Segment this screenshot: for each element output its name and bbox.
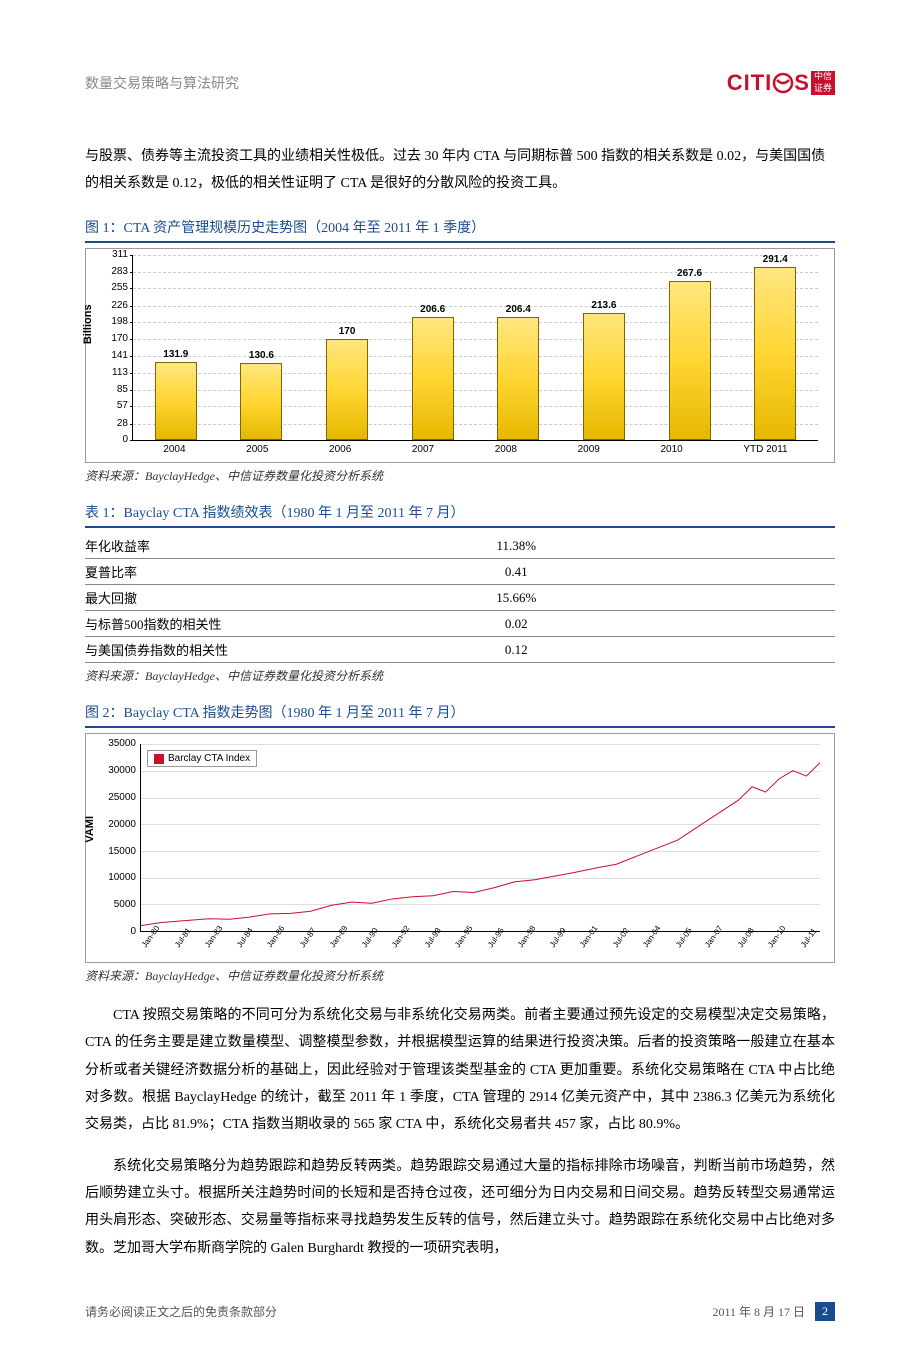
fig2-y-tick: 0 xyxy=(100,926,136,937)
bar-value-label: 130.6 xyxy=(249,350,274,361)
fig1-y-tick: 283 xyxy=(92,266,128,277)
table-row: 与美国债券指数的相关性0.12 xyxy=(85,637,835,663)
fig1-x-label: 2009 xyxy=(578,441,600,460)
fig1-y-tick: 141 xyxy=(92,350,128,361)
page-number: 2 xyxy=(815,1302,835,1321)
bar-value-label: 267.6 xyxy=(677,268,702,279)
page-header: 数量交易策略与算法研究 CITI S 中信证券 xyxy=(85,70,835,96)
table-cell-key: 年化收益率 xyxy=(85,533,423,559)
table-cell-value: 0.41 xyxy=(423,559,611,585)
fig1-y-tick: 85 xyxy=(92,384,128,395)
chart-bar xyxy=(497,317,539,440)
bar-column: 213.6 xyxy=(561,300,647,440)
chart-bar xyxy=(754,267,796,440)
bar-column: 291.4 xyxy=(732,254,818,440)
footer-date: 2011 年 8 月 17 日 xyxy=(712,1303,805,1320)
bar-value-label: 131.9 xyxy=(163,349,188,360)
chart-bar xyxy=(412,317,454,440)
company-logo: CITI S 中信证券 xyxy=(727,70,835,96)
table-cell-key: 最大回撤 xyxy=(85,585,423,611)
fig1-y-tick: 0 xyxy=(92,434,128,445)
bar-column: 267.6 xyxy=(647,268,733,440)
bar-column: 130.6 xyxy=(219,350,305,441)
fig2-y-axis-label: VAMI xyxy=(84,816,96,843)
fig1-y-tick: 113 xyxy=(92,367,128,378)
bar-column: 206.4 xyxy=(476,304,562,440)
fig2-y-tick: 20000 xyxy=(100,819,136,830)
bar-column: 170 xyxy=(304,326,390,440)
bar-value-label: 206.4 xyxy=(506,304,531,315)
fig1-y-tick: 198 xyxy=(92,316,128,327)
fig1-x-label: YTD 2011 xyxy=(743,441,787,460)
figure-2-chart: VAMI 35000 30000 25000 20000 15000 10000 5000 0… xyxy=(85,733,835,963)
bar-column: 131.9 xyxy=(133,349,219,440)
figure-1-chart: Billions 3112832552261981701411138557280… xyxy=(85,248,835,463)
table-row: 最大回撤15.66% xyxy=(85,585,835,611)
fig2-y-tick: 10000 xyxy=(100,872,136,883)
fig1-x-label: 2005 xyxy=(246,441,268,460)
fig1-y-tick: 28 xyxy=(92,418,128,429)
table-1-title: 表 1：Bayclay CTA 指数绩效表（1980 年 1 月至 2011 年… xyxy=(85,502,835,528)
bar-value-label: 213.6 xyxy=(591,300,616,311)
table-cell-key: 与美国债券指数的相关性 xyxy=(85,637,423,663)
fig1-x-label: 2008 xyxy=(495,441,517,460)
fig2-y-tick: 25000 xyxy=(100,792,136,803)
table-cell-value: 15.66% xyxy=(423,585,611,611)
figure-2-source: 资料来源：BayclayHedge、中信证券数量化投资分析系统 xyxy=(85,967,835,984)
fig2-y-tick: 35000 xyxy=(100,738,136,749)
table-cell-value: 0.12 xyxy=(423,637,611,663)
bar-value-label: 170 xyxy=(339,326,356,337)
figure-1-source: 资料来源：BayclayHedge、中信证券数量化投资分析系统 xyxy=(85,467,835,484)
bar-value-label: 206.6 xyxy=(420,304,445,315)
figure-2-title: 图 2：Bayclay CTA 指数走势图（1980 年 1 月至 2011 年… xyxy=(85,702,835,728)
table-cell-value: 0.02 xyxy=(423,611,611,637)
fig2-y-tick: 5000 xyxy=(100,899,136,910)
fig1-x-label: 2004 xyxy=(163,441,185,460)
table-1: 年化收益率11.38%夏普比率0.41最大回撤15.66%与标普500指数的相关… xyxy=(85,533,835,663)
fig2-y-tick: 30000 xyxy=(100,765,136,776)
table-cell-key: 夏普比率 xyxy=(85,559,423,585)
body-paragraph-2: 系统化交易策略分为趋势跟踪和趋势反转两类。趋势跟踪交易通过大量的指标排除市场噪音… xyxy=(85,1153,835,1262)
fig1-x-label: 2007 xyxy=(412,441,434,460)
table-cell-value: 11.38% xyxy=(423,533,611,559)
table-cell-key: 与标普500指数的相关性 xyxy=(85,611,423,637)
chart-bar xyxy=(326,339,368,440)
fig1-y-tick: 57 xyxy=(92,400,128,411)
fig1-x-label: 2010 xyxy=(660,441,682,460)
chart-bar xyxy=(669,281,711,440)
table-1-source: 资料来源：BayclayHedge、中信证券数量化投资分析系统 xyxy=(85,667,835,684)
fig1-x-label: 2006 xyxy=(329,441,351,460)
bar-value-label: 291.4 xyxy=(763,254,788,265)
footer-disclaimer: 请务必阅读正文之后的免责条款部分 xyxy=(85,1303,277,1320)
fig1-y-tick: 170 xyxy=(92,333,128,344)
fig1-y-tick: 311 xyxy=(92,249,128,260)
chart-bar xyxy=(155,362,197,440)
header-title: 数量交易策略与算法研究 xyxy=(85,73,239,93)
intro-paragraph: 与股票、债券等主流投资工具的业绩相关性极低。过去 30 年内 CTA 与同期标普… xyxy=(85,144,835,197)
table-row: 与标普500指数的相关性0.02 xyxy=(85,611,835,637)
fig1-y-tick: 255 xyxy=(92,282,128,293)
logo-circle-icon xyxy=(772,72,794,94)
line-series xyxy=(141,763,820,926)
fig1-y-tick: 226 xyxy=(92,300,128,311)
body-paragraph-1: CTA 按照交易策略的不同可分为系统化交易与非系统化交易两类。前者主要通过预先设… xyxy=(85,1002,835,1138)
page-footer: 请务必阅读正文之后的免责条款部分 2011 年 8 月 17 日 2 xyxy=(85,1302,835,1321)
table-row: 夏普比率0.41 xyxy=(85,559,835,585)
chart-bar xyxy=(240,363,282,441)
table-row: 年化收益率11.38% xyxy=(85,533,835,559)
fig2-y-tick: 15000 xyxy=(100,846,136,857)
chart-bar xyxy=(583,313,625,440)
figure-1-title: 图 1：CTA 资产管理规模历史走势图（2004 年至 2011 年 1 季度） xyxy=(85,217,835,243)
bar-column: 206.6 xyxy=(390,304,476,440)
